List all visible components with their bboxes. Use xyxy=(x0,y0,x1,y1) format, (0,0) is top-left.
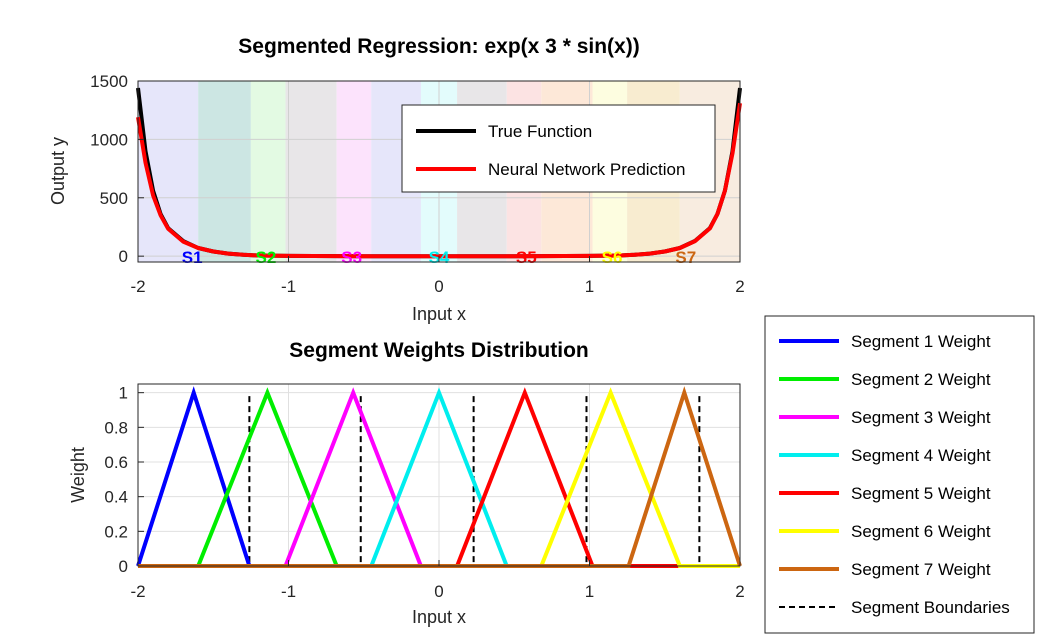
top-x-axis-label: Input x xyxy=(412,304,466,324)
top-x-tick-label: -1 xyxy=(281,277,296,296)
bottom-x-axis-label: Input x xyxy=(412,607,466,627)
top-x-tick-label: 1 xyxy=(585,277,594,296)
legend-label-nn-prediction: Neural Network Prediction xyxy=(488,160,685,179)
bottom-ticks: -2 -1 0 1 2 0 0.2 0.4 0.6 0.8 1 xyxy=(104,384,744,601)
bottom-y-tick-label: 0 xyxy=(119,557,128,576)
segment-band xyxy=(198,81,251,262)
top-y-tick-label: 1500 xyxy=(90,72,128,91)
bottom-x-tick-label: 2 xyxy=(735,582,744,601)
bottom-y-tick-label: 1 xyxy=(119,384,128,403)
top-y-tick-label: 500 xyxy=(100,189,128,208)
top-x-tick-label: 0 xyxy=(434,277,443,296)
legend-label-segment-1-weight: Segment 1 Weight xyxy=(851,332,991,351)
bottom-y-tick-label: 0.8 xyxy=(104,418,128,437)
top-x-tick-label: -2 xyxy=(130,277,145,296)
legend-label-segment-3-weight: Segment 3 Weight xyxy=(851,408,991,427)
bottom-legend: Segment 1 Weight Segment 2 Weight Segment … xyxy=(764,315,1035,634)
top-x-tick-label: 2 xyxy=(735,277,744,296)
segment-label-s6: S6 xyxy=(602,248,623,267)
bottom-x-tick-label: -1 xyxy=(281,582,296,601)
legend-label-segment-7-weight: Segment 7 Weight xyxy=(851,560,991,579)
legend-label-segment-5-weight: Segment 5 Weight xyxy=(851,484,991,503)
top-ticks: -2 -1 0 1 2 0 500 1000 1500 xyxy=(90,72,745,296)
bottom-grid xyxy=(137,384,741,567)
top-legend-box xyxy=(401,104,716,193)
legend-label-true-function: True Function xyxy=(488,122,592,141)
segment-band xyxy=(285,81,337,262)
bottom-y-tick-label: 0.6 xyxy=(104,453,128,472)
bottom-x-tick-label: 0 xyxy=(434,582,443,601)
bottom-legend-box xyxy=(764,315,1035,634)
segment-band xyxy=(250,81,286,262)
bottom-y-tick-label: 0.2 xyxy=(104,522,128,541)
top-plot-title: Segmented Regression: exp(x 3 * sin(x)) xyxy=(238,35,639,58)
segment-label-s5: S5 xyxy=(516,248,537,267)
segment-label-s1: S1 xyxy=(182,248,203,267)
segment-label-s3: S3 xyxy=(341,248,362,267)
bottom-y-axis-label: Weight xyxy=(68,447,88,503)
top-y-axis-label: Output y xyxy=(48,137,68,205)
legend-label-segment-2-weight: Segment 2 Weight xyxy=(851,370,991,389)
segment-label-s7: S7 xyxy=(675,248,696,267)
bottom-plot-title: Segment Weights Distribution xyxy=(289,339,588,362)
segment-band xyxy=(336,81,372,262)
segment-label-s2: S2 xyxy=(256,248,277,267)
legend-label-segment-4-weight: Segment 4 Weight xyxy=(851,446,991,465)
top-y-tick-label: 1000 xyxy=(90,130,128,149)
bottom-x-tick-label: -2 xyxy=(130,582,145,601)
legend-label-segment-6-weight: Segment 6 Weight xyxy=(851,522,991,541)
bottom-x-tick-label: 1 xyxy=(585,582,594,601)
top-legend: True Function Neural Network Prediction xyxy=(401,104,716,193)
bottom-weights-plot: Segment Weights Distribution -2 -1 0 1 2 0 0.2… xyxy=(68,315,1035,634)
top-regression-plot: Segmented Regression: exp(x 3 * sin(x)) … xyxy=(48,35,745,324)
bottom-y-tick-label: 0.4 xyxy=(104,488,128,507)
top-y-tick-label: 0 xyxy=(119,247,128,266)
legend-label-segment-boundaries: Segment Boundaries xyxy=(851,598,1010,617)
